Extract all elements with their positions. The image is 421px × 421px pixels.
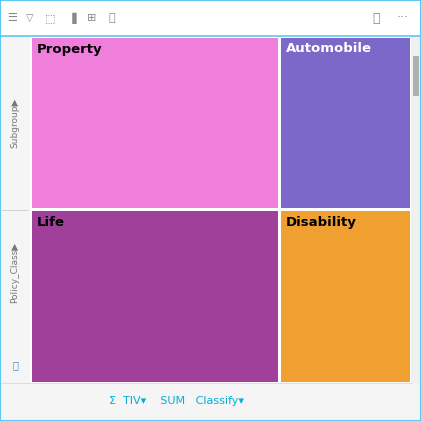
Bar bbox=[0, 0, 421, 36]
Text: ⧉: ⧉ bbox=[109, 13, 115, 23]
Bar bbox=[0, 36, 30, 383]
Text: ☰: ☰ bbox=[7, 13, 17, 23]
Text: ···: ··· bbox=[397, 11, 409, 24]
Bar bbox=[411, 36, 421, 383]
Text: Automobile: Automobile bbox=[286, 43, 372, 56]
Bar bbox=[32, 37, 278, 208]
Text: ▽: ▽ bbox=[26, 13, 34, 23]
Bar bbox=[32, 211, 278, 381]
Text: ▐: ▐ bbox=[68, 12, 76, 24]
Text: Σ  TIV▾    SUM   Classify▾: Σ TIV▾ SUM Classify▾ bbox=[109, 396, 244, 406]
Bar bbox=[0, 383, 421, 421]
Text: Disability: Disability bbox=[286, 216, 357, 229]
Text: ⊞: ⊞ bbox=[87, 13, 97, 23]
Text: ⓘ: ⓘ bbox=[372, 11, 380, 24]
Text: ⬚: ⬚ bbox=[45, 13, 55, 23]
Text: Policy_Class▶: Policy_Class▶ bbox=[11, 241, 19, 303]
Text: Property: Property bbox=[37, 43, 102, 56]
Text: Subgroup▶: Subgroup▶ bbox=[11, 98, 19, 148]
Bar bbox=[281, 37, 410, 208]
Bar bbox=[281, 211, 410, 381]
Text: ⬛: ⬛ bbox=[12, 360, 18, 370]
Bar bbox=[413, 56, 419, 96]
Text: Life: Life bbox=[37, 216, 64, 229]
